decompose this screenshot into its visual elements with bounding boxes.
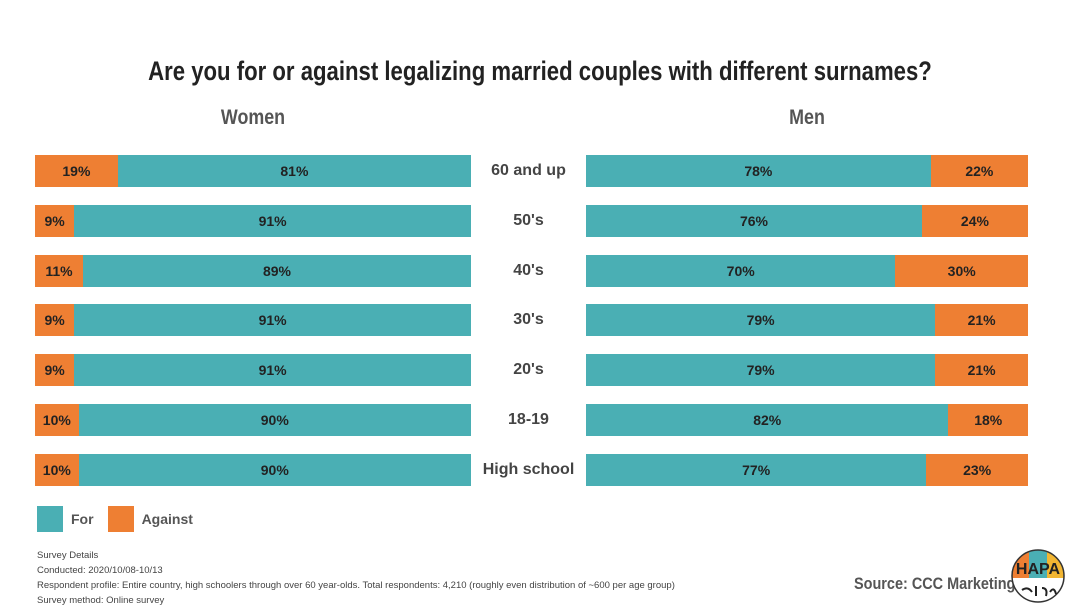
- bar-against: 23%: [926, 453, 1028, 486]
- women-bar-row: 9% 91%: [35, 204, 471, 237]
- bar-for: 91%: [74, 304, 471, 337]
- bar-against: 9%: [35, 304, 75, 337]
- legend-swatch-against: [107, 506, 134, 532]
- bar-against: 9%: [35, 204, 75, 237]
- bar-for: 79%: [586, 304, 936, 337]
- bar-for: 78%: [586, 155, 931, 187]
- source: Source: CCC Marketing: [854, 574, 1016, 593]
- men-bar-row: 82% 18%: [586, 404, 1028, 436]
- bar-against: 9%: [35, 354, 75, 387]
- bar-for: 70%: [586, 254, 896, 287]
- men-bar-row: 77% 23%: [586, 453, 1028, 486]
- men-bar-row: 79% 21%: [586, 304, 1028, 337]
- bar-for: 91%: [74, 354, 471, 387]
- category-label: High school: [482, 460, 575, 478]
- legend: For Against: [37, 506, 193, 532]
- bar-for: 91%: [74, 204, 471, 237]
- men-label: Men: [789, 106, 825, 129]
- category-label: 40's: [513, 261, 544, 279]
- bar-for: 90%: [78, 404, 471, 436]
- note-line: Survey Details: [37, 550, 99, 561]
- bar-against: 10%: [35, 404, 79, 436]
- bar-against: 21%: [935, 304, 1028, 337]
- bar-against: 24%: [921, 204, 1028, 237]
- men-bar-row: 78% 22%: [586, 155, 1028, 187]
- legend-label-against: Against: [141, 511, 193, 527]
- bar-for: 81%: [117, 155, 471, 187]
- bar-against: 19%: [35, 155, 118, 187]
- bar-for: 76%: [586, 204, 922, 237]
- women-bar-row: 10% 90%: [35, 404, 471, 436]
- svg-text:HAPA: HAPA: [1016, 561, 1061, 578]
- women-bar-row: 11% 89%: [35, 254, 471, 287]
- category-label: 20's: [513, 361, 544, 379]
- men-bar-row: 70% 30%: [586, 254, 1028, 287]
- bar-for: 79%: [586, 354, 936, 387]
- bar-against: 22%: [930, 155, 1028, 187]
- women-bar-row: 19% 81%: [35, 155, 471, 187]
- women-bar-row: 9% 91%: [35, 304, 471, 337]
- bar-for: 90%: [78, 453, 471, 486]
- category-label: 18-19: [508, 411, 549, 428]
- bar-against: 11%: [35, 254, 83, 287]
- note-line: Respondent profile: Entire country, high…: [37, 580, 675, 591]
- bar-for: 82%: [586, 404, 949, 436]
- note-line: Survey method: Online survey: [37, 595, 165, 606]
- women-bar-row: 9% 91%: [35, 354, 471, 387]
- category-label: 60 and up: [491, 162, 566, 179]
- category-label: 30's: [513, 311, 544, 329]
- bar-for: 77%: [586, 453, 927, 486]
- bar-against: 30%: [895, 254, 1028, 287]
- bar-for: 89%: [82, 254, 471, 287]
- category-label: 50's: [513, 211, 544, 229]
- note-line: Conducted: 2020/10/08-10/13: [37, 565, 163, 576]
- survey-notes: Survey Details Conducted: 2020/10/08-10/…: [37, 548, 675, 608]
- bar-against: 10%: [35, 453, 79, 486]
- hapa-logo: HAPA: [1011, 549, 1065, 603]
- women-bar-row: 10% 90%: [35, 453, 471, 486]
- legend-label-for: For: [71, 511, 94, 527]
- bar-against: 21%: [935, 354, 1028, 387]
- bar-against: 18%: [948, 404, 1028, 436]
- women-label: Women: [220, 106, 286, 129]
- men-bar-row: 76% 24%: [586, 204, 1028, 237]
- men-bar-row: 79% 21%: [586, 354, 1028, 387]
- legend-swatch-for: [37, 506, 63, 532]
- chart-title: Are you for or against legalizing marrie…: [148, 56, 932, 86]
